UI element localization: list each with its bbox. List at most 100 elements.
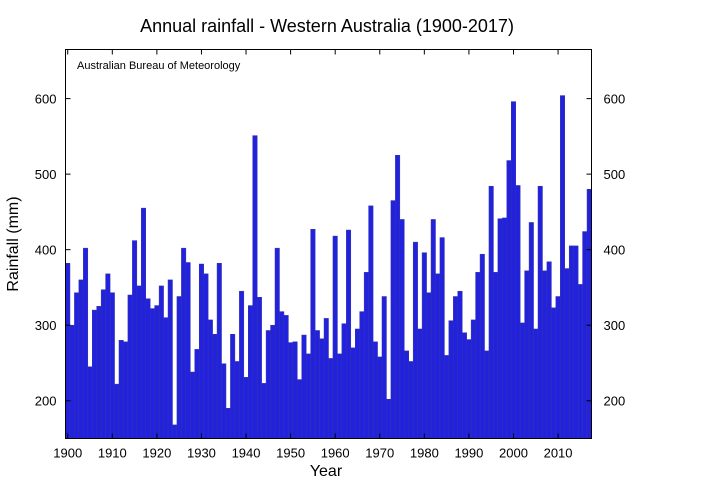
bar-1904 [83,247,89,439]
bar-2006 [537,185,543,439]
bar-1925 [176,296,182,439]
x-axis-ticks: 1900 1910 1920 1930 1940 1950 1960 1970 1980 1990… [53,49,573,461]
bar-1957 [319,338,325,439]
bar-1985 [444,355,450,439]
y-axis-ticks: 200 200 300 300 400 400 500 500 600 600 [35,92,625,409]
bar-1921 [158,285,164,439]
bar-1932 [207,319,213,439]
x-tick-label: 1970 [365,446,394,461]
bar-1903 [78,279,84,439]
bar-1953 [301,334,307,439]
bar-1989 [461,332,467,439]
bar-1915 [132,240,138,439]
bar-1995 [488,185,494,439]
y-tick-label-right: 500 [604,167,626,182]
bar-1927 [185,262,191,439]
bar-1976 [404,350,409,439]
bar-1947 [274,247,280,439]
y-tick-label-left: 300 [35,318,57,333]
bar-1945 [265,330,271,439]
x-tick-label: 1910 [98,446,127,461]
bar-1942 [252,135,258,439]
bar-1997 [497,218,503,439]
bar-1937 [230,334,236,439]
bar-1968 [368,205,374,439]
bar-1950 [288,342,294,439]
bar-2002 [519,322,525,439]
bar-1994 [484,350,490,439]
bar-1928 [190,371,196,439]
bar-2012 [564,268,570,439]
bar-2001 [515,185,521,439]
bar-1930 [198,263,204,439]
bar-2003 [524,270,530,439]
bar-1974 [395,155,401,439]
bar-1909 [105,273,111,439]
bar-1912 [118,340,124,439]
bar-1977 [408,361,414,439]
bar-2010 [555,296,561,439]
bar-1901 [69,324,75,439]
bar-2000 [511,101,516,439]
y-tick-label-left: 200 [35,394,57,409]
bar-1924 [172,424,178,439]
bar-1905 [87,366,93,439]
bar-1986 [448,320,454,439]
bar-1969 [372,341,378,439]
x-tick-label: 2000 [499,446,528,461]
bar-1955 [310,229,316,439]
bar-1979 [417,328,423,439]
bar-1923 [167,279,173,439]
bar-1922 [163,317,169,439]
bar-1926 [181,247,187,439]
x-tick-label: 1920 [142,446,171,461]
x-tick-label: 1940 [232,446,261,461]
source-note: Australian Bureau of Meteorology [77,60,241,72]
bar-1936 [225,408,231,439]
bar-2013 [568,245,574,439]
bar-1940 [243,377,249,439]
bar-1988 [457,290,463,439]
bar-2015 [577,284,583,439]
bar-1946 [270,324,276,439]
bar-1917 [141,207,146,439]
bar-2008 [546,261,552,439]
bar-1906 [92,309,97,439]
plot-area-frame [65,49,592,439]
bar-1984 [439,237,445,439]
bar-1961 [337,353,343,439]
y-tick-label-left: 600 [35,92,57,107]
y-tick-label-right: 600 [604,92,626,107]
bar-1970 [377,356,383,439]
bar-1956 [314,330,320,439]
bar-1963 [346,229,352,439]
bar-1943 [256,297,262,439]
bar-1966 [359,311,365,439]
y-tick-label-right: 200 [604,394,626,409]
bar-1951 [292,341,298,439]
bar-1960 [332,235,338,439]
bar-1954 [305,353,311,439]
y-tick-label-left: 500 [35,167,57,182]
bar-2007 [542,270,548,439]
bar-1972 [386,398,392,439]
bar-1911 [114,383,120,439]
x-tick-label: 1930 [187,446,216,461]
bar-1973 [390,200,396,439]
y-tick-label-left: 400 [35,243,57,258]
bar-1941 [248,305,253,439]
bar-1983 [435,273,441,439]
bar-1948 [279,311,285,439]
x-tick-label: 1980 [410,446,439,461]
bar-1939 [239,290,245,439]
bar-1959 [328,358,334,439]
x-tick-label: 2010 [544,446,573,461]
bar-1907 [96,306,102,439]
bar-1992 [475,272,481,439]
bar-2005 [533,328,539,439]
bar-2009 [551,307,557,439]
bar-1991 [470,319,476,439]
bar-1962 [341,323,347,439]
bar-1900 [65,263,71,439]
